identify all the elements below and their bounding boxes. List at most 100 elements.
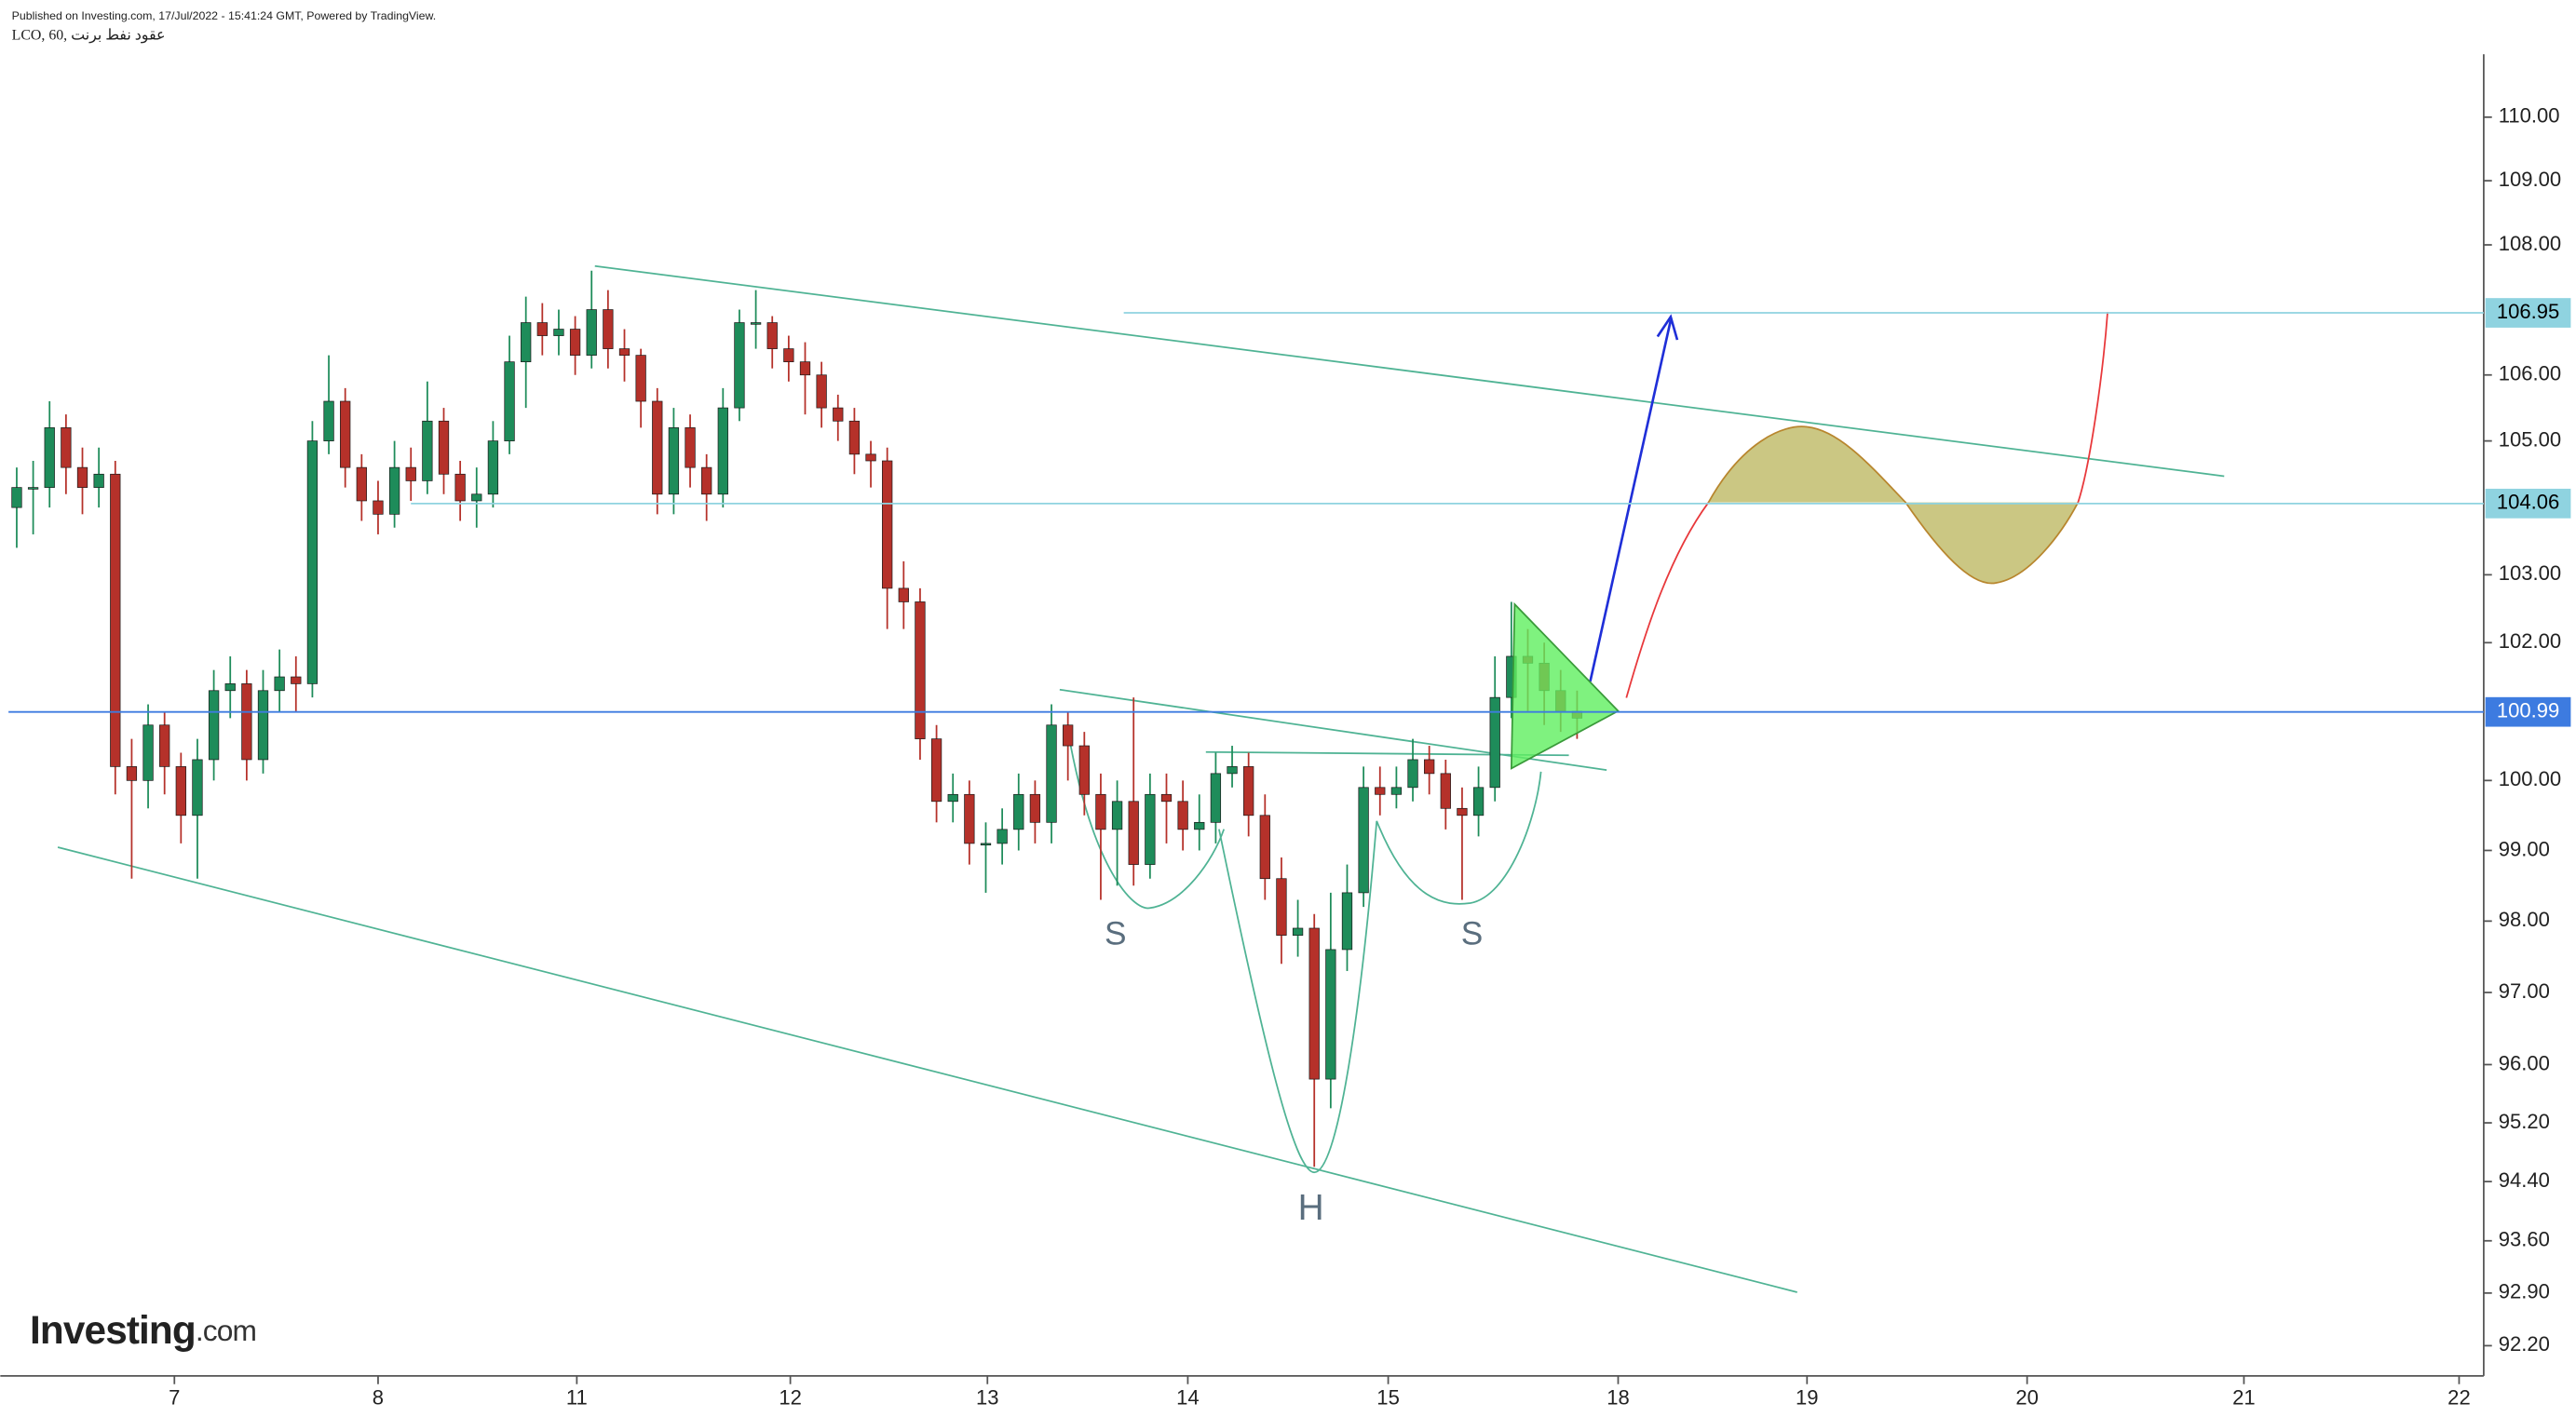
candle-body [1407,759,1418,789]
candle-body [882,460,893,589]
y-tick-label: 106.00 [2499,362,2561,385]
candle-body [1078,745,1090,795]
triangle-pattern [1510,601,1620,770]
candle-body [1194,821,1205,830]
y-tick-label: 102.00 [2499,629,2561,653]
candle-body [208,690,220,761]
projection-path [1625,312,2108,698]
candle-body [603,309,614,349]
candle-body [373,500,384,515]
candle-body [422,420,433,481]
y-tick-label: 92.20 [2499,1332,2550,1356]
head-curve [1218,820,1378,1174]
candle-body [44,427,55,488]
candle-body [1227,766,1238,775]
projection-curve [1707,425,2080,585]
candle-body [1358,787,1369,894]
header: Published on Investing.com, 17/Jul/2022 … [12,9,436,22]
candle-body [766,322,778,349]
candle-body [1111,801,1123,830]
y-tick-label: 96.00 [2499,1051,2550,1074]
y-tick-label: 110.00 [2499,104,2560,128]
candle-body [175,766,186,816]
level-label-box [2485,298,2571,328]
candle-body [668,427,680,495]
candle-body [1177,801,1188,830]
candle-body [898,587,909,602]
candle-body [1145,793,1156,865]
x-tick-label: 15 [1376,1385,1400,1409]
y-tick-label: 92.90 [2499,1280,2550,1303]
left-shoulder-curve [1066,730,1226,910]
candle-body [915,601,926,739]
candle-body [1243,766,1254,816]
candle-body [192,759,203,816]
candle-body [1341,892,1353,951]
candle-body [1046,724,1057,823]
candle-body [635,355,646,402]
candle-body [291,676,302,684]
lower-trendline [57,846,1797,1293]
annotation: H [1298,1188,1324,1228]
x-tick-label: 19 [1796,1385,1819,1409]
logo-main: Investing [30,1308,196,1352]
candle-body [27,487,39,490]
annotation: S [1105,916,1127,952]
level-label: 100.99 [2497,699,2559,722]
candle-body [701,466,712,495]
x-tick-label: 12 [779,1385,802,1409]
candle-body [142,724,154,781]
candle-body [536,322,548,336]
candle-body [783,348,794,363]
right-shoulder-curve [1376,771,1542,905]
candle-body [241,683,252,761]
candle-body [1029,793,1041,823]
candle-body [93,473,104,488]
y-tick-label: 99.00 [2499,837,2550,860]
upper-trendline [594,264,2225,478]
candle-body [586,309,597,356]
candle-body [964,793,975,844]
candle-body [61,427,72,468]
y-tick-label: 108.00 [2499,232,2561,255]
x-tick-label: 13 [976,1385,999,1409]
candle-body [126,766,138,781]
arrow-head [1656,314,1679,341]
candle-body [504,361,515,441]
candle-body [454,473,466,502]
level-label: 106.95 [2497,300,2559,323]
candle-body [947,793,958,803]
shaded-area [1708,426,1906,503]
candle-body [76,466,88,488]
candle-body [274,676,285,692]
candle-body [1160,793,1173,803]
y-tick-label: 105.00 [2499,427,2561,451]
y-tick-label: 100.00 [2499,767,2561,790]
candle-body [306,440,319,684]
candle-body [1259,815,1270,880]
x-tick-label: 18 [1607,1385,1630,1409]
candle-body [997,829,1008,844]
shaded-area [1905,502,2079,584]
candle-body [865,453,876,462]
level-label: 104.06 [2497,491,2559,514]
y-tick-label: 93.60 [2499,1228,2550,1251]
candle-body [980,843,992,846]
x-tick-label: 14 [1176,1385,1200,1409]
arrow [1589,319,1673,682]
candle-body [487,440,499,495]
candle-body [618,348,630,356]
candle-body [1276,878,1287,936]
candle-body [1308,927,1320,1080]
candle-body [750,322,762,325]
y-tick-label: 97.00 [2499,979,2550,1003]
y-tick-label: 109.00 [2499,168,2561,191]
candle-body [799,361,811,376]
candle-body [1063,724,1074,747]
candle-body [471,493,482,502]
candle-body [405,466,416,481]
candle-body [553,329,564,336]
annotation: S [1461,916,1484,952]
x-tick-label: 8 [373,1385,384,1409]
